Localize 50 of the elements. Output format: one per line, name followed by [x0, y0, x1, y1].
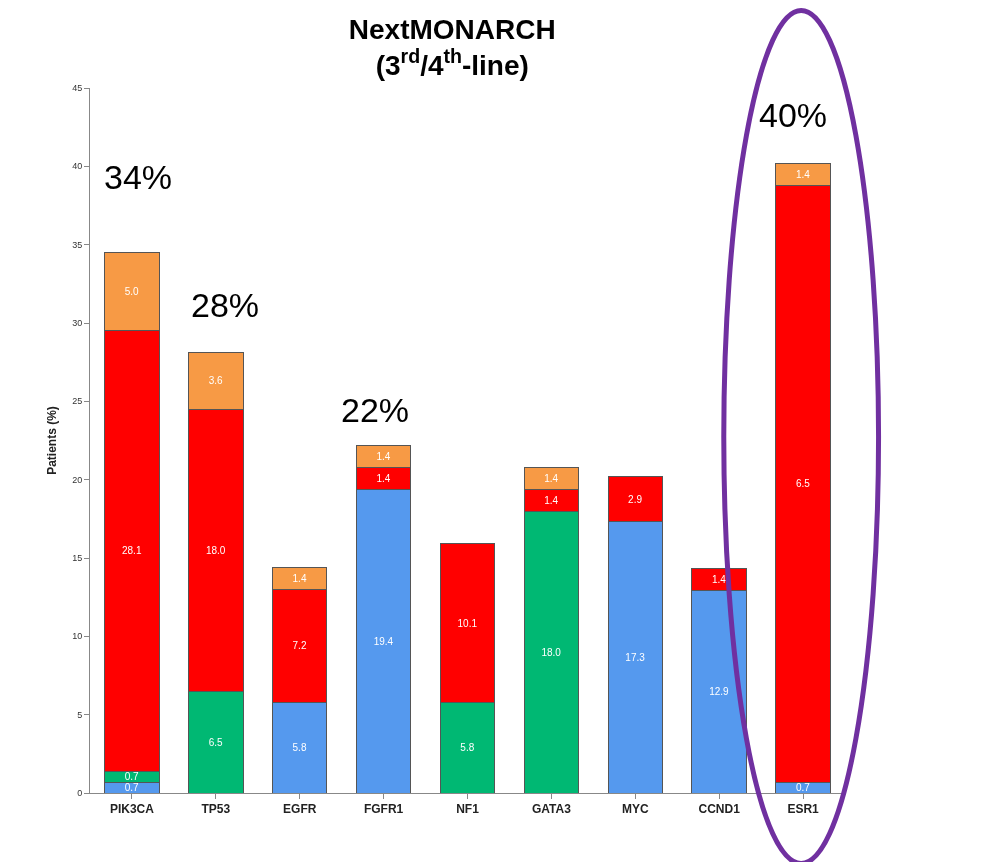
data-label: 18.0	[541, 646, 562, 658]
data-label: 1.4	[795, 168, 811, 180]
x-tick-label: NF1	[456, 802, 480, 817]
annotation: 34%	[104, 158, 173, 196]
y-tick-label: 0	[77, 788, 83, 799]
data-label: 1.4	[544, 472, 559, 484]
data-label: 3.6	[208, 375, 223, 387]
data-label: 7.2	[292, 640, 307, 652]
data-label: 2.9	[628, 493, 643, 505]
annotation: 40%	[759, 96, 828, 134]
x-tick-label: TP53	[201, 802, 231, 817]
y-tick-label: 30	[72, 318, 83, 329]
data-label: 28.1	[121, 545, 142, 557]
y-tick-label: 5	[77, 709, 83, 720]
y-tick-label: 40	[72, 161, 83, 172]
data-label: 17.3	[625, 651, 646, 663]
x-tick-label: PIK3CA	[109, 802, 155, 817]
data-label: 1.4	[544, 494, 559, 506]
data-label: 1.4	[376, 450, 391, 462]
annotation: 6.5	[796, 478, 811, 489]
data-label: 6.5	[208, 736, 223, 748]
x-tick-label: CCND1	[698, 802, 741, 817]
data-label: 0.7	[124, 782, 140, 794]
x-tick-label: MYC	[621, 802, 649, 817]
data-label: 0.7	[795, 782, 811, 794]
y-tick-label: 15	[72, 553, 83, 564]
data-label: 10.1	[457, 617, 478, 629]
y-tick-label: 35	[72, 239, 83, 250]
data-label: 1.4	[712, 574, 727, 586]
data-label: 5.8	[460, 742, 475, 754]
x-tick-label: GATA3	[531, 802, 572, 817]
y-tick-label: 20	[72, 474, 83, 485]
y-tick-label: 25	[72, 396, 83, 407]
x-tick-label: FGFR1	[363, 802, 404, 817]
data-label: 12.9	[709, 686, 730, 698]
y-axis-title: Patients (%)	[45, 406, 59, 475]
chart-title: NextMONARCH (3$^{rd}$/4$^{th}$-line)	[348, 13, 556, 82]
annotation: 22%	[341, 391, 410, 429]
data-label: 1.4	[292, 572, 307, 584]
data-label: 19.4	[373, 635, 394, 647]
data-label: 1.4	[376, 472, 391, 484]
x-tick-label: ESR1	[787, 802, 820, 817]
data-label: 0.7	[124, 771, 140, 783]
y-tick-label: 10	[72, 631, 83, 642]
data-label: 18.0	[205, 544, 226, 556]
y-tick-label: 45	[72, 83, 83, 94]
data-label: 5.0	[124, 286, 140, 298]
data-label: 5.8	[292, 742, 307, 754]
annotation: 28%	[191, 286, 260, 324]
x-tick-label: EGFR	[283, 802, 317, 817]
